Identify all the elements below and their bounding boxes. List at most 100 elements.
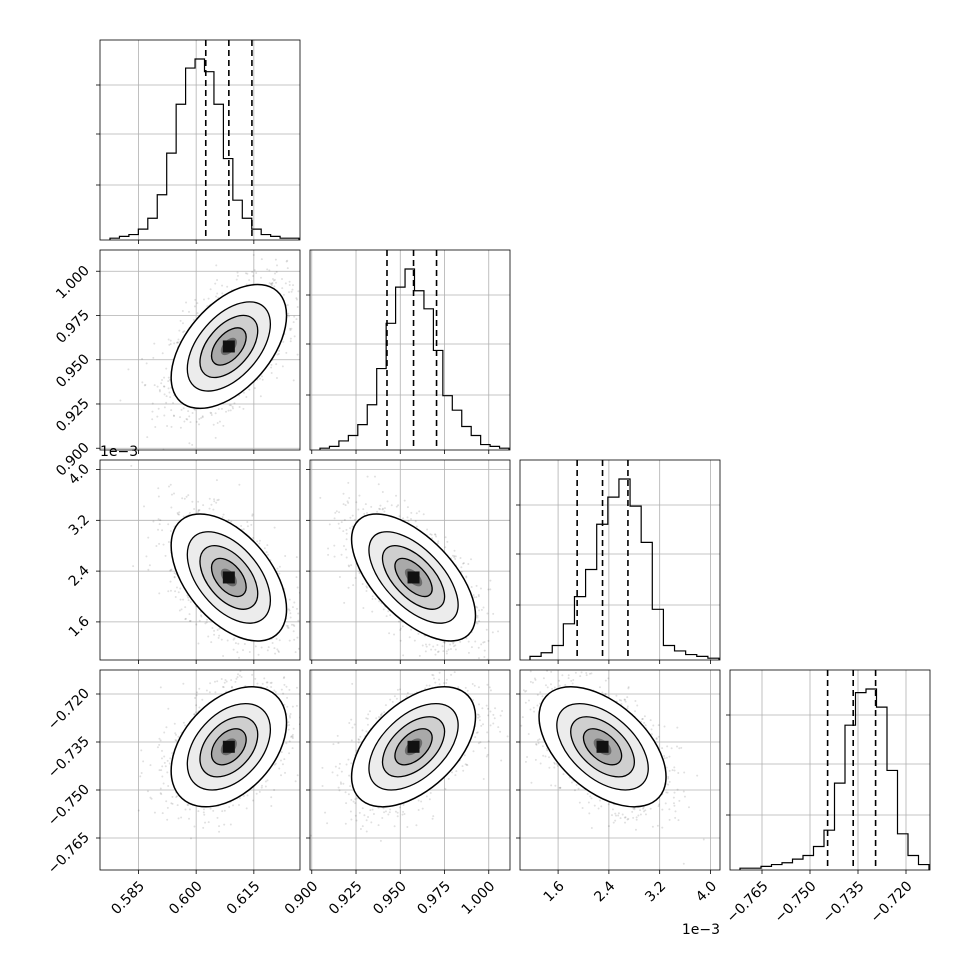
scatter-point [210, 413, 213, 416]
scatter-point [255, 271, 258, 274]
scatter-point [270, 371, 273, 374]
scatter-point [218, 420, 221, 423]
scatter-point [364, 503, 367, 506]
scatter-point [406, 506, 409, 509]
scatter-point [483, 655, 486, 658]
scatter-point [166, 424, 169, 427]
scatter-point [406, 516, 409, 519]
scatter-point [179, 587, 182, 590]
scatter-point [292, 284, 295, 287]
scatter-point [226, 639, 229, 642]
scatter-point [162, 543, 165, 546]
scatter-point [278, 349, 281, 352]
scatter-point [303, 334, 305, 336]
scatter-point [454, 644, 457, 647]
scatter-point [220, 407, 223, 410]
scatter-point [437, 540, 440, 543]
scatter-point [346, 500, 349, 503]
scatter-point [476, 606, 479, 609]
scatter-point [266, 268, 269, 271]
scatter-point [306, 357, 308, 359]
scatter-point [474, 640, 477, 643]
scatter-point [275, 281, 278, 284]
scatter-point [261, 378, 264, 381]
scatter-point [188, 511, 191, 514]
scatter-point [260, 258, 263, 261]
scatter-point [182, 515, 185, 518]
scatter-point [222, 654, 225, 657]
scatter-point [229, 404, 232, 407]
scatter-point [286, 624, 289, 627]
scatter-point [452, 645, 455, 648]
scatter-point [333, 544, 336, 547]
scatter-point [386, 500, 389, 503]
scatter-point [212, 423, 215, 426]
histogram-p4 [739, 688, 930, 870]
scatter-point [286, 259, 289, 262]
scatter-point [158, 542, 161, 545]
scatter-point [342, 544, 345, 547]
scatter-point [292, 321, 295, 324]
scatter-point [482, 606, 485, 609]
scatter-point [327, 547, 330, 550]
scatter-point [178, 609, 181, 612]
scatter-point [371, 610, 374, 613]
scatter-point [208, 507, 211, 510]
scatter-point [177, 338, 180, 341]
scatter-point [260, 646, 263, 649]
scatter-point [259, 395, 262, 398]
scatter-point [169, 580, 172, 583]
scatter-point [434, 533, 437, 536]
scatter-point [164, 554, 167, 557]
histogram-p1 [109, 58, 300, 240]
scatter-point [153, 384, 156, 387]
scatter-point [167, 338, 170, 341]
scatter-point [198, 423, 201, 426]
scatter-point [218, 627, 221, 630]
scatter-point [189, 619, 192, 622]
scatter-point [475, 596, 478, 599]
scatter-point [167, 590, 170, 593]
scatter-point [195, 623, 198, 626]
scatter-point [460, 570, 463, 573]
scatter-point [268, 269, 271, 272]
scatter-point [297, 290, 300, 293]
scatter-point [119, 399, 122, 402]
scatter-point [143, 384, 146, 387]
scatter-point [213, 498, 216, 501]
scatter-point [198, 417, 201, 420]
scatter-point [361, 583, 364, 586]
scatter-point [444, 536, 447, 539]
scatter-point [410, 517, 413, 520]
scatter-point [285, 351, 288, 354]
scatter-point [276, 264, 279, 267]
scatter-point [366, 586, 369, 589]
scatter-point [295, 576, 298, 579]
scatter-point [286, 303, 289, 306]
scatter-point [196, 312, 199, 315]
scatter-point [497, 630, 500, 633]
scatter-point [351, 514, 354, 517]
scatter-point [162, 385, 165, 388]
scatter-point [167, 387, 170, 390]
scatter-point [143, 505, 146, 508]
scatter-point [258, 542, 261, 545]
scatter-point [197, 509, 200, 512]
scatter-point [333, 517, 336, 520]
scatter-point [214, 282, 217, 285]
scatter-point [254, 645, 257, 648]
histogram-p3 [529, 478, 720, 660]
scatter-point [169, 396, 172, 399]
scatter-point [196, 511, 199, 514]
scatter-point [161, 765, 164, 768]
scatter-point [486, 612, 489, 615]
scatter-point [270, 363, 273, 366]
scatter-point [487, 588, 490, 591]
scatter-point [491, 631, 494, 634]
scatter-point [265, 551, 268, 554]
scatter-point [274, 652, 277, 655]
scatter-point [480, 643, 483, 646]
scatter-point [296, 636, 299, 639]
scatter-point [228, 404, 231, 407]
hist-panel-bg [520, 460, 720, 660]
